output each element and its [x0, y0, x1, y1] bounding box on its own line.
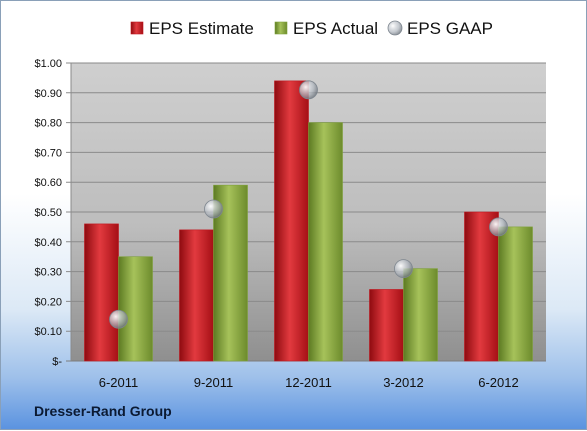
bar-eps-estimate: [369, 289, 404, 362]
legend-label: EPS Actual: [293, 19, 378, 38]
legend-label: EPS GAAP: [407, 19, 493, 38]
y-tick-label: $0.50: [34, 207, 62, 219]
legend-swatch: [387, 20, 403, 36]
bar-eps-actual: [118, 256, 153, 362]
y-tick-label: $0.20: [34, 296, 62, 308]
bar-eps-estimate: [274, 80, 309, 362]
marker-eps-gaap: [489, 217, 508, 237]
x-tick-label: 6-2011: [99, 375, 139, 390]
bar-eps-actual: [403, 268, 438, 362]
bar-eps-estimate: [179, 229, 214, 362]
y-tick-label: $1.00: [34, 58, 62, 70]
x-tick-label: 9-2011: [194, 375, 234, 390]
marker-eps-gaap: [394, 259, 413, 279]
x-tick-label: 3-2012: [383, 375, 423, 390]
y-tick-label: $0.30: [34, 267, 62, 279]
bar-eps-actual: [498, 226, 533, 362]
y-tick-label: $0.10: [34, 326, 62, 338]
marker-eps-gaap: [109, 309, 128, 329]
x-tick-label: 6-2012: [478, 375, 518, 390]
y-tick-label: $0.60: [34, 177, 62, 189]
y-tick-label: $-: [52, 356, 62, 368]
legend-swatch: [274, 21, 288, 35]
bar-eps-actual: [308, 122, 343, 362]
y-tick-label: $0.70: [34, 147, 62, 159]
legend-label: EPS Estimate: [149, 19, 254, 38]
company-name: Dresser-Rand Group: [34, 403, 172, 419]
y-tick-label: $0.90: [34, 88, 62, 100]
marker-eps-gaap: [299, 80, 318, 100]
marker-eps-gaap: [204, 199, 223, 219]
bar-eps-estimate: [84, 223, 119, 362]
x-tick-label: 12-2011: [285, 375, 332, 390]
legend-swatch: [130, 21, 144, 35]
y-tick-label: $0.80: [34, 118, 62, 130]
y-tick-label: $0.40: [34, 237, 62, 249]
